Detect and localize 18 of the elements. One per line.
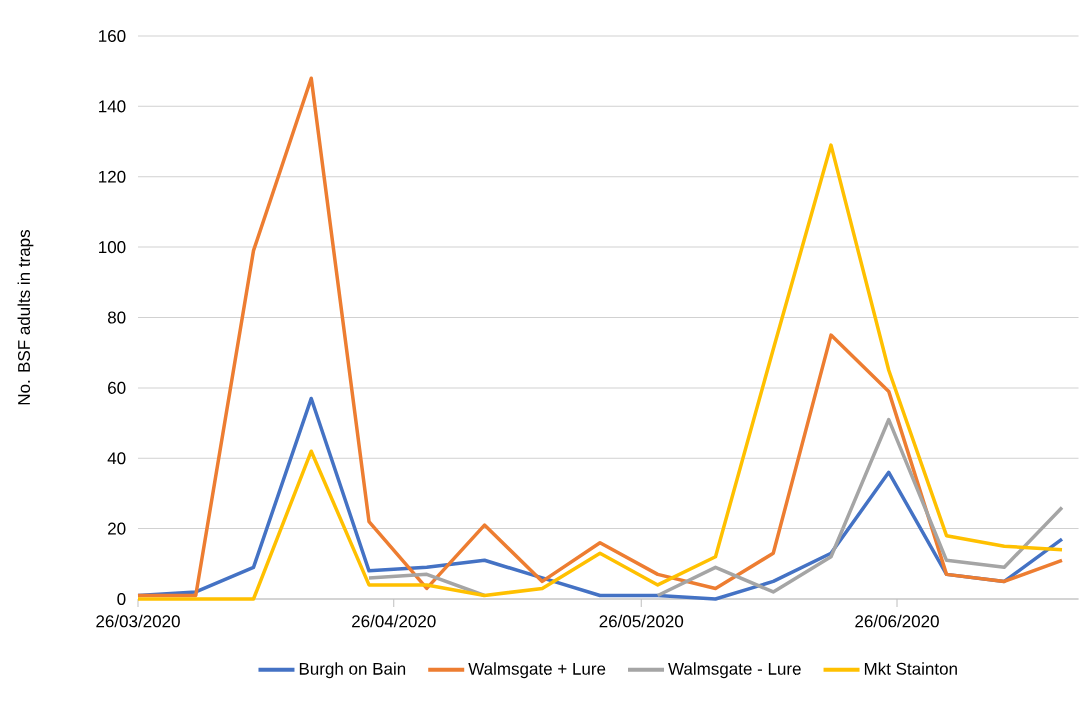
x-tick-label: 26/04/2020 [352,614,436,628]
legend-label: Mkt Stainton [864,662,957,675]
y-tick-label: 20 [108,522,126,535]
y-tick-label: 160 [99,29,126,43]
legend-label: Walmsgate + Lure [468,662,606,679]
y-tick-label: 60 [108,381,126,394]
y-tick-label: 40 [107,452,126,465]
legend-label: Walmsgate - Lure [668,662,801,679]
x-tick-label: 26/06/2020 [855,614,939,628]
legend-label: Burgh on Bain [299,662,406,679]
y-tick-label: 100 [99,241,126,254]
x-tick-label: 26/03/2020 [96,614,180,628]
y-tick-label: 120 [99,170,126,183]
x-tick-label: 26/05/2020 [599,614,684,628]
y-axis-title: No. BSF adults in traps [17,229,34,405]
y-tick-label: 140 [99,100,126,113]
y-tick-label: 0 [117,592,126,606]
y-tick-label: 80 [107,311,126,324]
